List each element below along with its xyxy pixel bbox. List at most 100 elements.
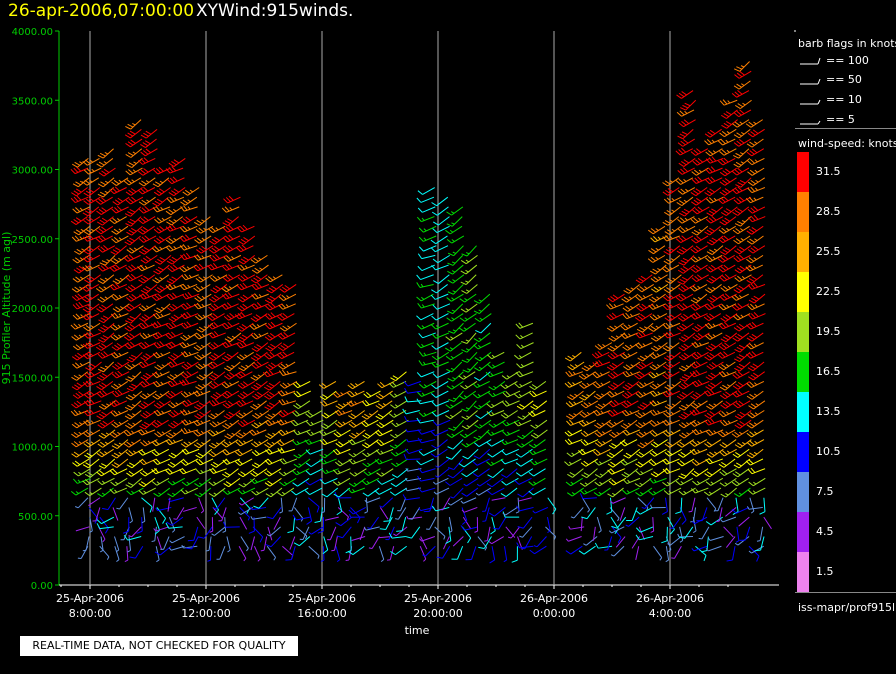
barb-flag xyxy=(227,490,231,494)
wind-barb xyxy=(124,128,142,139)
barb-staff xyxy=(450,342,462,352)
barb-staff xyxy=(270,429,282,440)
barb-flag xyxy=(159,180,164,184)
barb-flag xyxy=(201,295,205,299)
barb-staff xyxy=(436,487,450,495)
barb-flag xyxy=(445,540,452,545)
wind-barb xyxy=(529,390,547,398)
barb-staff xyxy=(323,536,329,551)
barb-staff xyxy=(159,254,172,265)
barb-flag xyxy=(257,374,262,378)
barb-staff xyxy=(283,458,298,465)
barb-flag xyxy=(502,392,508,398)
barb-flag xyxy=(169,258,175,263)
barb-flag xyxy=(196,254,202,260)
barb-flag xyxy=(182,235,188,241)
barb-flag xyxy=(364,432,371,437)
wind-barb xyxy=(363,526,380,531)
barb-staff xyxy=(335,546,341,560)
barb-flag xyxy=(518,370,524,376)
barb-flag xyxy=(285,391,289,395)
barb-flag xyxy=(154,218,160,224)
wind-barb xyxy=(418,235,437,242)
wind-barb xyxy=(72,206,90,214)
barb-staff xyxy=(256,342,269,352)
barb-staff xyxy=(184,322,199,329)
wind-barb xyxy=(405,526,421,539)
wind-barb xyxy=(581,468,598,479)
barb-flag xyxy=(293,392,299,398)
barb-staff xyxy=(596,351,610,359)
barb-staff xyxy=(144,245,156,255)
barb-staff xyxy=(185,196,198,206)
wind-barb xyxy=(623,284,640,294)
barb-flag xyxy=(72,363,78,369)
barb-flag xyxy=(266,442,273,447)
barb-flag xyxy=(346,401,352,407)
barb-staff xyxy=(253,322,267,330)
barb-flag xyxy=(490,372,494,376)
barb-flag xyxy=(98,236,104,242)
wind-barb xyxy=(264,351,282,360)
barb-flag xyxy=(322,400,328,406)
barb-flag xyxy=(532,403,539,408)
barb-staff xyxy=(115,254,128,265)
barb-flag xyxy=(405,477,408,482)
wind-barb xyxy=(139,468,158,477)
barb-flag xyxy=(195,365,201,370)
barb-flag xyxy=(390,451,396,457)
wind-barb xyxy=(331,536,338,552)
barb-staff xyxy=(155,468,169,475)
barb-staff xyxy=(340,400,353,410)
wind-barb xyxy=(129,545,144,559)
barb-staff xyxy=(419,419,434,424)
barb-flag xyxy=(112,217,118,223)
barb-flag xyxy=(166,197,172,203)
barb-flag xyxy=(139,334,145,340)
barb-flag xyxy=(305,462,312,468)
barb-flag xyxy=(609,452,615,457)
barb-flag xyxy=(285,363,289,367)
barb-flag xyxy=(123,180,130,186)
wind-barb xyxy=(250,468,268,477)
barb-flag xyxy=(138,208,144,214)
barb-staff xyxy=(200,361,213,370)
barb-staff xyxy=(599,477,612,487)
barb-flag xyxy=(130,139,136,144)
barb-flag xyxy=(202,363,207,367)
wind-barb xyxy=(458,371,476,380)
wind-barb xyxy=(671,545,682,559)
barb-flag xyxy=(167,381,172,387)
barb-staff xyxy=(421,429,436,435)
barb-flag xyxy=(361,415,368,420)
barb-staff xyxy=(667,477,680,487)
wind-barb xyxy=(321,487,339,498)
barb-staff xyxy=(342,526,352,539)
barb-flag xyxy=(656,353,660,357)
barb-staff xyxy=(255,254,268,264)
barb-flag xyxy=(607,374,613,379)
barb-flag xyxy=(152,395,158,400)
barb-flag xyxy=(102,420,109,426)
wind-barb xyxy=(648,371,666,379)
barb-flag xyxy=(518,422,522,426)
barb-staff xyxy=(87,235,101,242)
wind-barb xyxy=(649,409,668,416)
barb-flag xyxy=(251,451,257,457)
barb-flag xyxy=(79,236,83,240)
barb-flag xyxy=(588,364,592,368)
barb-staff xyxy=(127,536,142,541)
barb-staff xyxy=(339,458,353,467)
wind-barb xyxy=(279,477,297,487)
barb-flag xyxy=(74,286,80,291)
wind-barb xyxy=(308,545,320,559)
barb-flag xyxy=(211,296,217,301)
barb-flag xyxy=(447,474,454,479)
barb-flag xyxy=(629,305,634,309)
barb-flag xyxy=(193,346,200,351)
barb-flag xyxy=(652,390,658,396)
barb-staff xyxy=(492,390,506,398)
barb-staff xyxy=(199,410,212,420)
barb-flag xyxy=(104,190,109,194)
barb-flag xyxy=(287,382,291,386)
